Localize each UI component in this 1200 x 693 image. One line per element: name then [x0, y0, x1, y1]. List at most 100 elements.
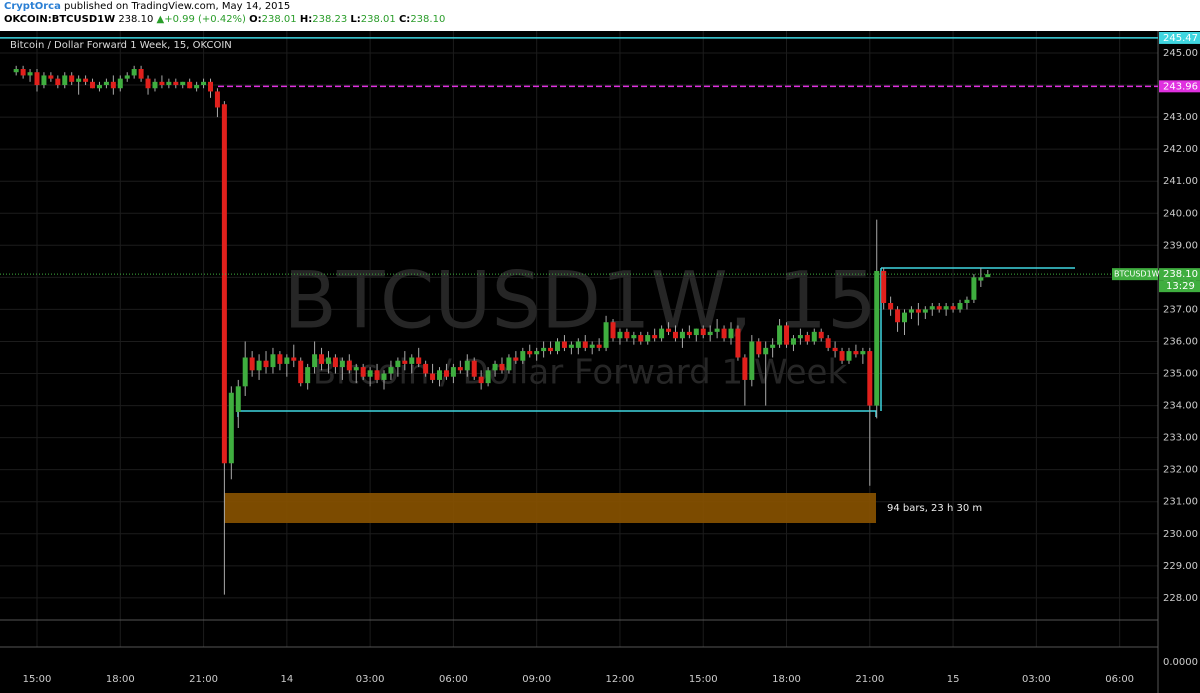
candle-body — [617, 331, 623, 339]
published: published on TradingView.com, May 14, 20… — [64, 1, 291, 12]
y-tick-label: 231.00 — [1163, 497, 1198, 508]
change: ▲+0.99 (+0.42%) — [156, 14, 246, 25]
candle-body — [596, 344, 602, 348]
price-label: 243.96 — [1163, 81, 1198, 92]
y-tick-label: 243.00 — [1163, 112, 1198, 123]
candle-body — [214, 91, 220, 108]
candle-body — [638, 335, 644, 342]
candle-body — [284, 357, 290, 364]
candle-body — [360, 367, 366, 377]
c-value: 238.10 — [410, 14, 446, 25]
candle-body — [888, 302, 894, 310]
candle-body — [922, 309, 928, 313]
x-tick-label: 06:00 — [1105, 674, 1134, 685]
candle-body — [603, 322, 609, 348]
candle-body — [152, 81, 158, 89]
y-tick-label: 232.00 — [1163, 465, 1198, 476]
x-tick-label: 21:00 — [855, 674, 884, 685]
y-tick-label: 245.00 — [1163, 48, 1198, 59]
candle-body — [749, 341, 755, 380]
candle-body — [679, 331, 685, 339]
candle-body — [985, 274, 991, 278]
x-tick-label: 21:00 — [189, 674, 218, 685]
y-tick-label: 229.00 — [1163, 561, 1198, 572]
candle-body — [818, 331, 824, 339]
symbol-tag: BTCUSD1W — [1114, 270, 1160, 279]
candle-body — [645, 335, 651, 342]
countdown: 13:29 — [1166, 281, 1195, 292]
candle-body — [41, 75, 47, 86]
candle-body — [721, 328, 727, 339]
candle-body — [492, 363, 498, 371]
candle-body — [20, 69, 26, 76]
candle-body — [395, 360, 401, 368]
candle-body — [319, 354, 325, 364]
background — [0, 31, 1200, 693]
candle-body — [270, 354, 276, 368]
candle-body — [76, 78, 82, 82]
candle-body — [402, 360, 408, 364]
candle-body — [83, 78, 89, 82]
candle-body — [159, 81, 165, 86]
last: 238.10 — [118, 14, 154, 25]
x-tick-label: 03:00 — [356, 674, 385, 685]
candle-body — [777, 325, 783, 345]
candle-body — [464, 360, 470, 371]
candle-body — [971, 277, 977, 300]
x-tick-label: 18:00 — [772, 674, 801, 685]
candles — [13, 65, 991, 595]
candle-body — [228, 392, 234, 464]
candle-body — [652, 335, 658, 339]
y-tick-label: 233.00 — [1163, 433, 1198, 444]
candle-body — [908, 309, 914, 313]
y-tick-label: 242.00 — [1163, 144, 1198, 155]
candle-body — [700, 328, 706, 336]
candle-body — [381, 373, 387, 380]
candle-body — [201, 81, 207, 86]
candle-body — [485, 370, 491, 384]
candle-body — [312, 354, 318, 368]
candle-body — [256, 360, 262, 371]
candle-body — [839, 351, 845, 361]
candle-body — [763, 347, 769, 355]
candle-body — [561, 341, 567, 348]
candle-body — [443, 370, 449, 377]
candle-body — [180, 81, 186, 86]
candle-body — [339, 360, 345, 368]
candle-body — [624, 331, 630, 339]
candle-body — [437, 370, 443, 380]
y-tick-label: 235.00 — [1163, 369, 1198, 380]
candle-body — [804, 335, 810, 342]
candle-body — [69, 75, 75, 82]
candle-body — [277, 354, 283, 364]
author[interactable]: CryptOrca — [4, 1, 61, 12]
publish-line: CryptOrca published on TradingView.com, … — [0, 0, 1200, 13]
price-label-bg — [1159, 31, 1200, 44]
o-label: O: — [249, 14, 262, 25]
candle-body — [242, 357, 248, 387]
candle-body — [582, 341, 588, 348]
candle-body — [541, 347, 547, 352]
l-value: 238.01 — [360, 14, 396, 25]
candle-body — [409, 357, 415, 364]
candle-body — [374, 370, 380, 380]
candle-body — [846, 351, 852, 361]
candle-body — [659, 328, 665, 339]
candle-body — [811, 331, 817, 342]
candle-body — [860, 351, 866, 355]
lower-pane-label: 0.0000 — [1163, 657, 1198, 668]
candle-body — [728, 328, 734, 339]
x-tick-label: 18:00 — [106, 674, 135, 685]
x-tick-label: 06:00 — [439, 674, 468, 685]
date-range-box — [224, 493, 876, 523]
candle-body — [797, 335, 803, 339]
candle-body — [714, 328, 720, 332]
header: CryptOrca published on TradingView.com, … — [0, 0, 1200, 31]
y-tick-label: 236.00 — [1163, 336, 1198, 347]
candle-body — [131, 69, 137, 76]
chart-title: Bitcoin / Dollar Forward 1 Week, 15, OKC… — [10, 40, 232, 51]
candle-body — [430, 373, 436, 380]
chart: BTCUSD1W, 15 Bitcoin / Dollar Forward 1 … — [0, 31, 1200, 693]
candle-body — [457, 367, 463, 371]
candle-body — [124, 75, 130, 79]
